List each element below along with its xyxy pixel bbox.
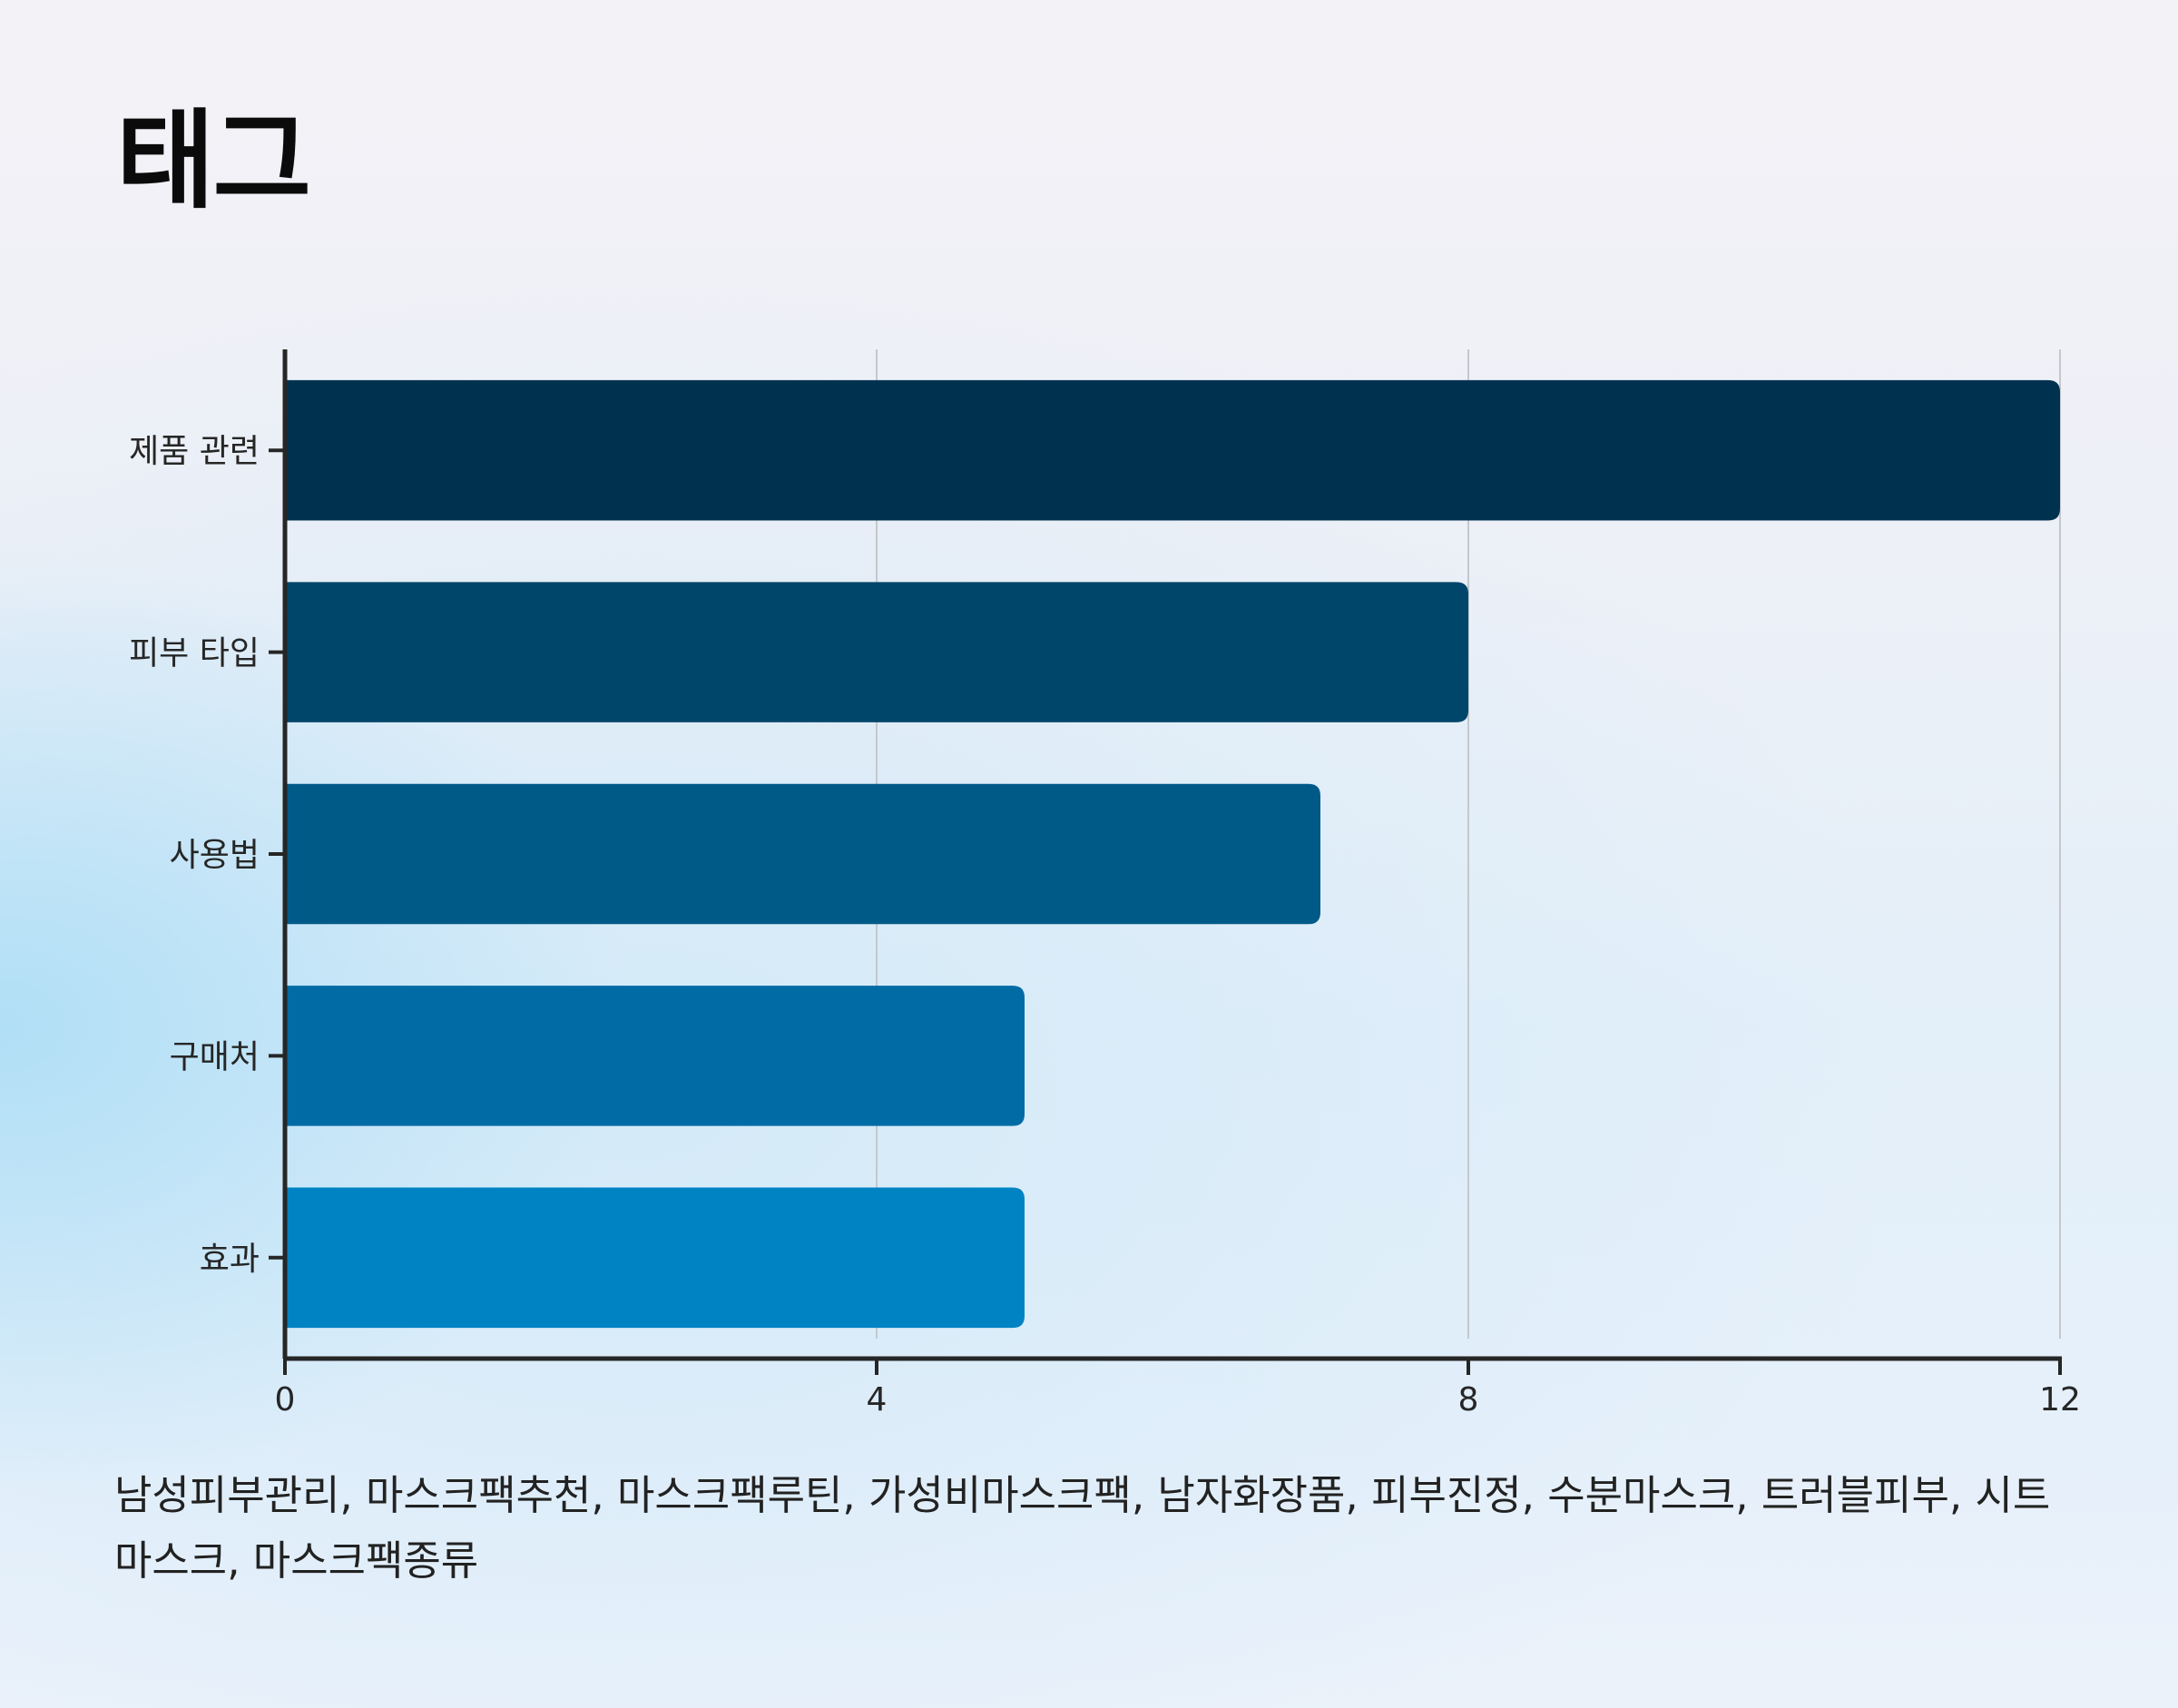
y-tick-label-5: 효과 — [200, 1241, 260, 1278]
x-tick-label-4: 4 — [867, 1381, 888, 1416]
x-tick-label-8: 8 — [1458, 1381, 1479, 1416]
bar-5 — [285, 1187, 1025, 1329]
bar-1 — [285, 379, 2060, 521]
y-tick-label-4: 구매처 — [170, 1038, 260, 1075]
y-tick-label-3: 사용법 — [170, 837, 260, 874]
bar-2 — [285, 582, 1468, 722]
y-tick-label-2: 피부 타입 — [129, 635, 260, 672]
page-title: 태그 — [116, 98, 311, 223]
bar-3 — [285, 783, 1320, 925]
axes — [269, 349, 2062, 1375]
bar-4 — [285, 986, 1025, 1126]
x-tick-label-12: 12 — [2039, 1381, 2081, 1416]
tag-list: 남성피부관리, 마스크팩추천, 마스크팩루틴, 가성비마스크팩, 남자화장품, … — [114, 1471, 2051, 1585]
bars — [285, 379, 2060, 1329]
x-tick-label-0: 0 — [275, 1381, 296, 1416]
y-tick-label-1: 제품 관련 — [129, 433, 260, 470]
